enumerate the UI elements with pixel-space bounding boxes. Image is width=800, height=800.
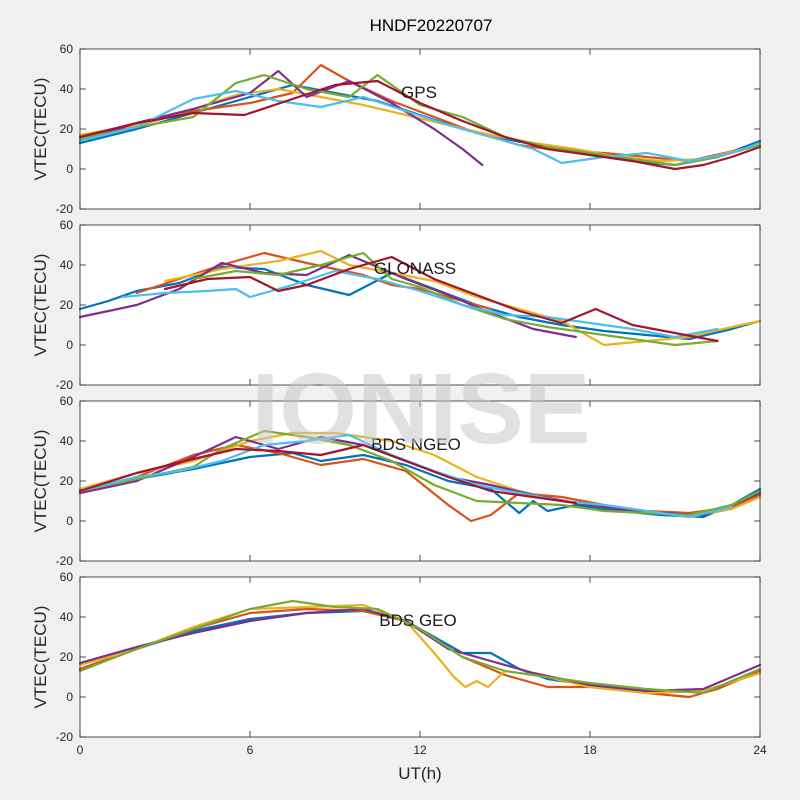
x-tick-label: 24 bbox=[753, 743, 767, 757]
y-axis-label: VTEC(TECU) bbox=[31, 606, 50, 709]
y-tick-label: -20 bbox=[56, 378, 74, 392]
y-tick-label: 0 bbox=[66, 162, 73, 176]
series-line-3 bbox=[78, 69, 484, 167]
y-tick-label: 20 bbox=[60, 122, 74, 136]
y-axis-label: VTEC(TECU) bbox=[31, 78, 50, 181]
y-tick-label: 40 bbox=[60, 258, 74, 272]
series-line-5 bbox=[121, 269, 719, 339]
series-line-5 bbox=[78, 89, 762, 165]
panel-label: BDS NGEO bbox=[371, 435, 461, 454]
y-tick-label: 60 bbox=[60, 218, 74, 232]
watermark-text: IONISE bbox=[252, 353, 591, 465]
series-line-3 bbox=[78, 607, 762, 693]
y-tick-label: 60 bbox=[60, 42, 74, 56]
plot-area bbox=[80, 577, 760, 737]
series-line-6 bbox=[78, 79, 762, 171]
y-tick-label: 0 bbox=[66, 338, 73, 352]
series-line-2 bbox=[163, 249, 762, 347]
y-tick-label: 0 bbox=[66, 514, 73, 528]
axes-frame bbox=[79, 400, 761, 562]
panel-label: BDS GEO bbox=[379, 611, 456, 630]
y-tick-label: 0 bbox=[66, 690, 73, 704]
y-tick-label: 20 bbox=[60, 298, 74, 312]
axes-frame bbox=[79, 224, 761, 386]
panel-2: -20 0 20 40 60 VTEC(TECU) BDS NGEO bbox=[31, 394, 762, 568]
series-line-3 bbox=[78, 253, 577, 339]
y-tick-label: -20 bbox=[56, 202, 74, 216]
panel-0: -20 0 20 40 60 VTEC(TECU) GPS bbox=[31, 42, 762, 216]
plot-area bbox=[80, 225, 760, 385]
y-tick-label: 60 bbox=[60, 394, 74, 408]
series-line-0 bbox=[78, 451, 762, 519]
x-tick-label: 12 bbox=[413, 743, 427, 757]
x-tick-label: 0 bbox=[77, 743, 84, 757]
x-axis-label: UT(h) bbox=[398, 764, 441, 783]
y-tick-label: 20 bbox=[60, 650, 74, 664]
panel-1: -20 0 20 40 60 VTEC(TECU) GLONASS bbox=[31, 218, 762, 392]
series-line-6 bbox=[163, 255, 719, 343]
series-line-4 bbox=[78, 599, 762, 695]
panel-label: GLONASS bbox=[374, 259, 456, 278]
y-tick-label: 40 bbox=[60, 610, 74, 624]
y-tick-label: 20 bbox=[60, 474, 74, 488]
y-tick-label: -20 bbox=[56, 730, 74, 744]
x-tick-label: 18 bbox=[583, 743, 597, 757]
y-tick-label: 40 bbox=[60, 82, 74, 96]
y-axis-label: VTEC(TECU) bbox=[31, 254, 50, 357]
series-line-6 bbox=[78, 443, 577, 505]
series-line-4 bbox=[192, 251, 719, 347]
x-tick-label: 6 bbox=[247, 743, 254, 757]
y-axis-label: VTEC(TECU) bbox=[31, 430, 50, 533]
plot-area bbox=[80, 49, 760, 209]
axes-frame bbox=[79, 576, 761, 738]
panel-label: GPS bbox=[401, 83, 437, 102]
y-tick-label: 60 bbox=[60, 570, 74, 584]
figure-title: HNDF20220707 bbox=[370, 16, 493, 35]
y-tick-label: 40 bbox=[60, 434, 74, 448]
axes-frame bbox=[79, 48, 761, 210]
y-tick-label: -20 bbox=[56, 554, 74, 568]
